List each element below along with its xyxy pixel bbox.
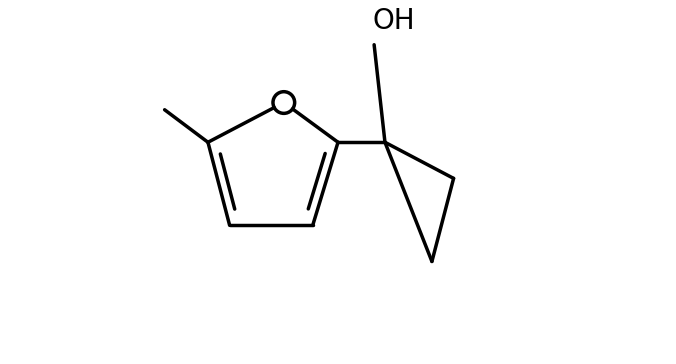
Text: OH: OH [372, 7, 415, 35]
